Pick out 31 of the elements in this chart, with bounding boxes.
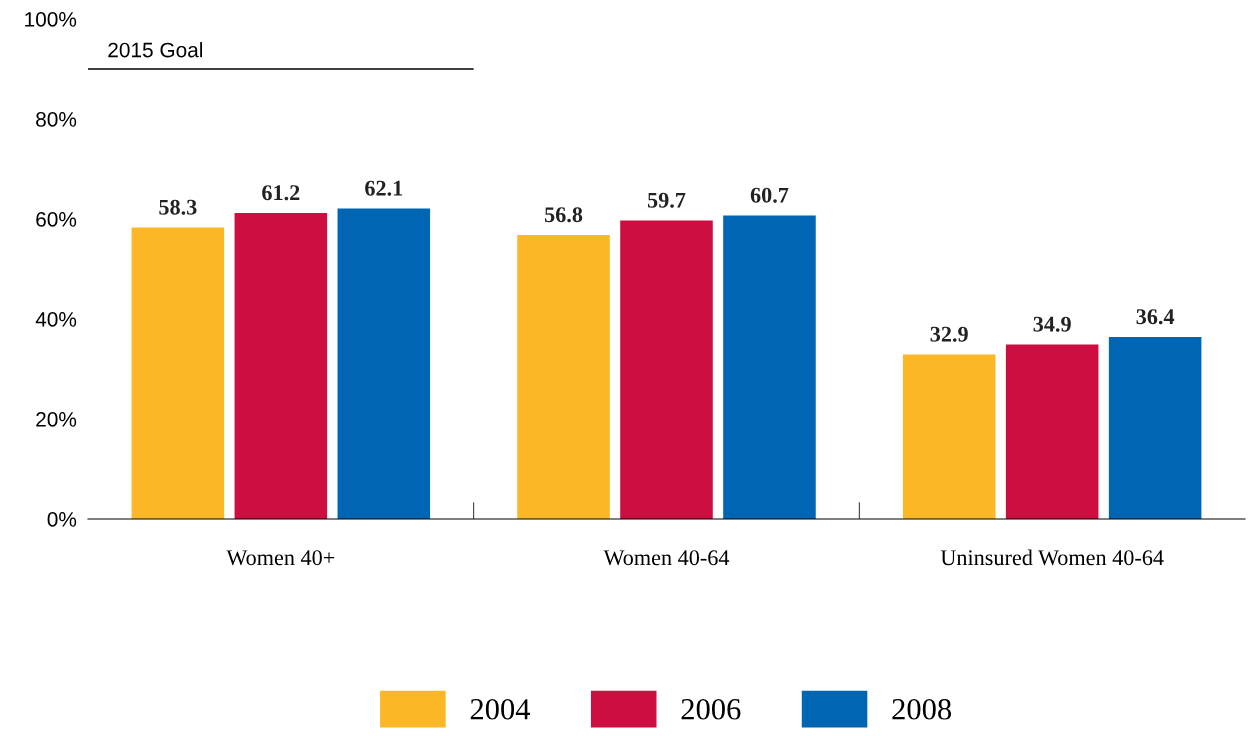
bar — [234, 213, 328, 519]
x-tick-label: Women 40+ — [226, 550, 335, 566]
bar — [620, 220, 713, 519]
bar — [1005, 344, 1099, 519]
legend-label: 2006 — [681, 698, 741, 720]
bar — [723, 215, 816, 519]
data-label: 56.8 — [544, 207, 583, 223]
y-tick-label: 60% — [36, 212, 77, 227]
y-tick-label: 100% — [25, 12, 77, 27]
data-label: 32.9 — [930, 326, 968, 342]
bar — [131, 227, 225, 519]
legend-label: 2004 — [470, 698, 531, 720]
y-tick-label: 80% — [36, 112, 77, 127]
legend-label: 2008 — [892, 698, 952, 720]
data-label: 60.7 — [750, 187, 789, 203]
y-tick-label: 40% — [35, 312, 77, 327]
x-tick-label: Women 40-64 — [603, 550, 730, 566]
x-tick-label: Uninsured Women 40-64 — [940, 549, 1164, 566]
y-tick-label: 20% — [36, 412, 77, 427]
data-label: 62.1 — [365, 180, 403, 196]
y-tick-label: 0% — [47, 512, 77, 527]
bar — [1108, 337, 1202, 519]
data-label: 58.3 — [159, 199, 197, 215]
data-label: 36.4 — [1136, 309, 1175, 325]
data-label: 59.7 — [647, 192, 686, 208]
data-label: 61.2 — [262, 185, 300, 201]
ref-line-label: 2015 Goal — [108, 42, 203, 58]
bar — [337, 208, 431, 519]
bar — [902, 354, 996, 519]
data-label: 34.9 — [1033, 316, 1071, 332]
bar — [517, 235, 610, 519]
